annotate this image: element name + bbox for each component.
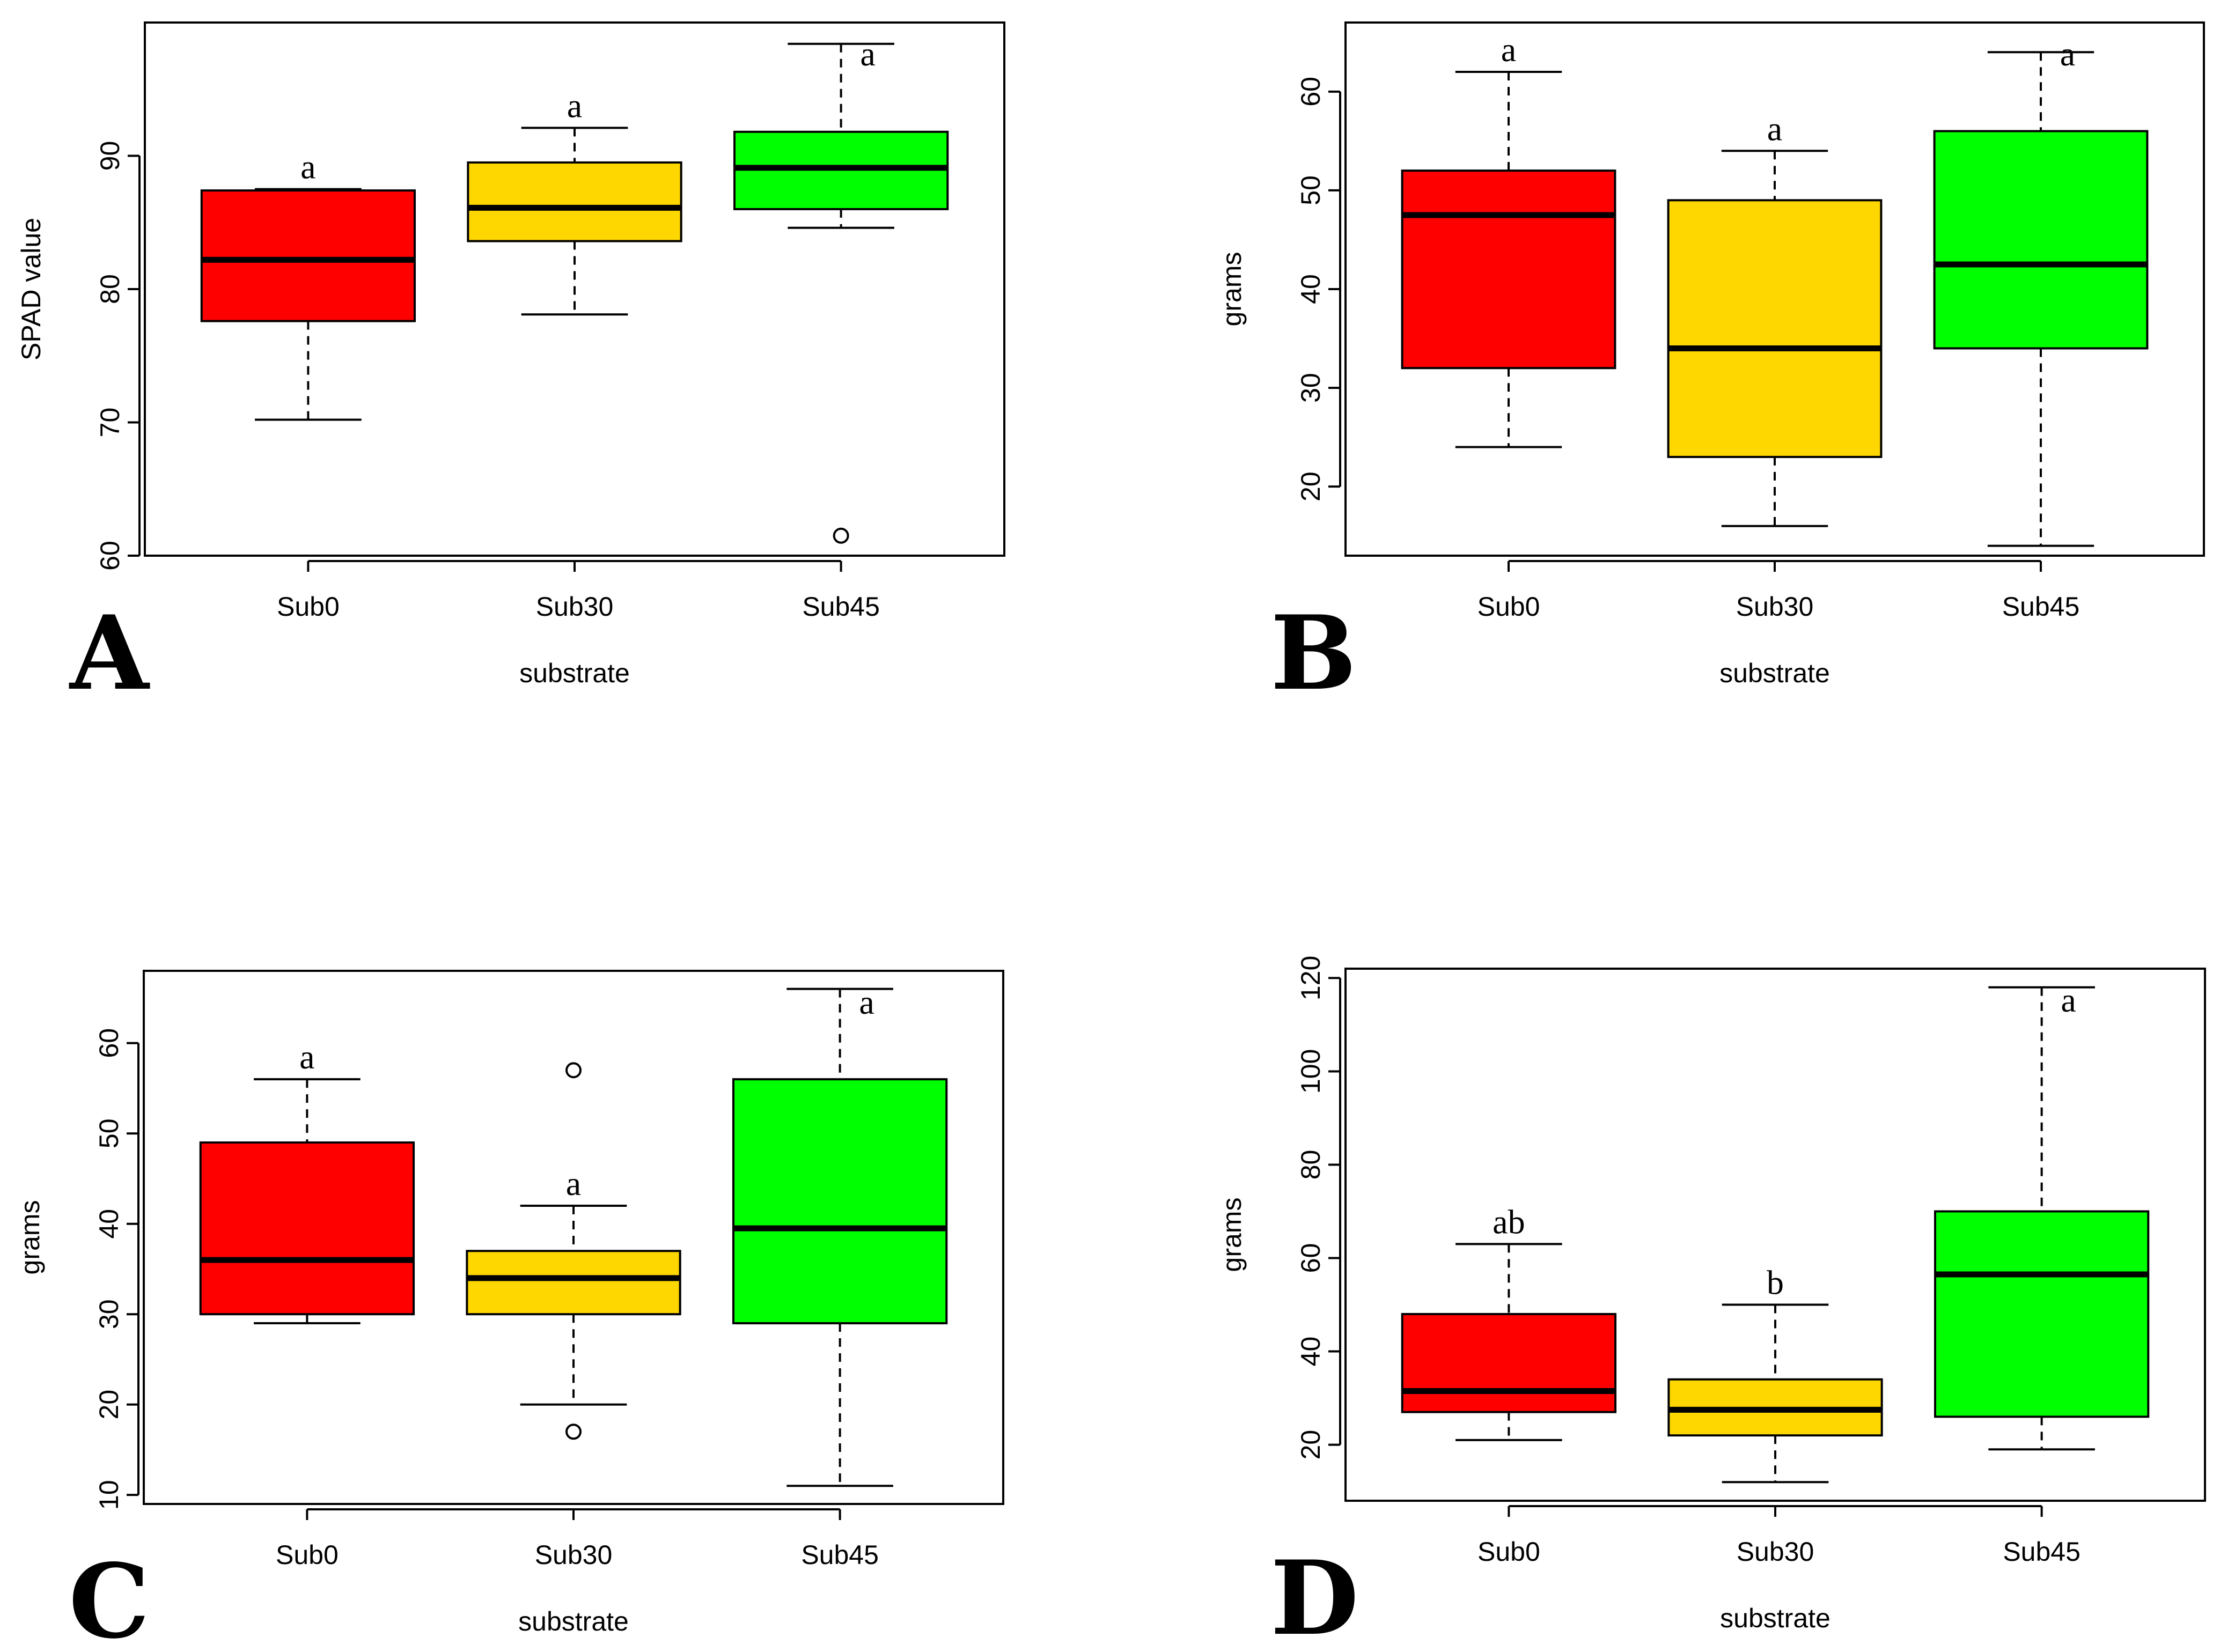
iqr-box	[199, 1141, 415, 1316]
y-tick-label: 100	[1296, 1049, 1326, 1094]
y-tick-label: 60	[95, 541, 125, 571]
x-tick-label: Sub45	[2003, 1537, 2081, 1567]
y-tick-label: 120	[1296, 956, 1326, 1000]
significance-letter: a	[2061, 981, 2076, 1019]
box-Sub0: a	[200, 148, 416, 421]
panel-letter: C	[69, 1542, 150, 1652]
y-axis-title: SPAD value	[16, 218, 46, 360]
y-tick-label: 20	[1296, 471, 1326, 502]
box-Sub0: a	[199, 1038, 415, 1325]
x-tick-label: Sub0	[277, 592, 340, 622]
panel-B: a a a 20 30 40 50 60 Sub0 Sub30 Sub45 substrate gram…	[1217, 21, 2205, 713]
x-tick-label: Sub30	[1737, 1537, 1814, 1567]
outlier-point	[565, 1424, 582, 1440]
significance-letter: a	[859, 983, 874, 1021]
y-axis-title: grams	[1217, 252, 1247, 327]
y-tick-label: 80	[95, 274, 125, 304]
panel-letter: B	[1270, 593, 1357, 713]
significance-letter: a	[300, 148, 315, 186]
box-Sub0: ab	[1401, 1203, 1617, 1441]
plot-frame	[1344, 21, 2205, 557]
box-Sub45: a	[732, 983, 948, 1487]
box-Sub30: a	[466, 1062, 681, 1440]
x-axis-title: substrate	[518, 1606, 629, 1636]
significance-letter: a	[1501, 31, 1516, 69]
x-tick-label: Sub45	[2002, 592, 2080, 622]
plot-frame	[144, 21, 1005, 557]
y-tick-label: 50	[94, 1118, 124, 1148]
significance-letter: a	[2060, 35, 2075, 73]
x-tick-label: Sub30	[535, 1540, 613, 1570]
y-tick-label: 20	[1296, 1430, 1326, 1460]
y-tick-label: 70	[95, 408, 125, 438]
iqr-box	[732, 1078, 948, 1325]
x-tick-label: Sub45	[801, 1540, 879, 1570]
y-axis-title: grams	[15, 1200, 45, 1275]
y-tick-label: 80	[1296, 1150, 1326, 1180]
x-axis-title: substrate	[1719, 658, 1830, 688]
significance-letter: b	[1767, 1264, 1784, 1302]
x-tick-label: Sub0	[1477, 1537, 1540, 1567]
iqr-box	[467, 161, 682, 242]
significance-letter: a	[1767, 109, 1782, 148]
box-Sub45: a	[733, 35, 949, 544]
x-tick-label: Sub30	[1736, 592, 1814, 622]
significance-letter: a	[567, 86, 582, 124]
iqr-box	[1667, 199, 1883, 458]
box-Sub45: a	[1934, 981, 2150, 1451]
panel-C: a a a 10 20 30 40 50 60 Sub0 Sub30 Sub45 substrate gr…	[15, 970, 1004, 1652]
outlier-point	[565, 1062, 582, 1079]
iqr-box	[1933, 130, 2149, 350]
significance-letter: a	[566, 1164, 581, 1203]
y-tick-label: 20	[94, 1390, 124, 1420]
plot-frame	[143, 970, 1004, 1505]
y-tick-label: 30	[94, 1299, 124, 1329]
y-tick-label: 40	[1296, 274, 1326, 304]
x-axis-title: substrate	[519, 658, 630, 688]
x-tick-label: Sub30	[536, 592, 614, 622]
x-tick-label: Sub45	[802, 592, 880, 622]
y-tick-label: 60	[1296, 77, 1326, 107]
iqr-box	[1934, 1210, 2150, 1418]
iqr-box	[466, 1250, 681, 1316]
x-tick-label: Sub0	[276, 1540, 339, 1570]
panel-D: ab b a 20 40 60 80 100 120 Sub0 Sub30 Sub45 substrat…	[1217, 956, 2206, 1652]
box-Sub0: a	[1401, 31, 1616, 448]
panel-letter: D	[1270, 1538, 1359, 1652]
y-axis-title: grams	[1217, 1198, 1247, 1272]
panel-letter: A	[69, 593, 150, 713]
plot-frame	[1344, 968, 2206, 1502]
y-tick-label: 40	[1296, 1337, 1326, 1367]
y-tick-label: 40	[94, 1209, 124, 1239]
y-tick-label: 60	[1296, 1243, 1326, 1273]
iqr-box	[1401, 169, 1616, 370]
significance-letter: a	[299, 1038, 314, 1076]
box-Sub30: b	[1667, 1264, 1883, 1484]
y-tick-label: 30	[1296, 373, 1326, 403]
outlier-point	[833, 527, 849, 544]
box-Sub30: a	[1667, 109, 1883, 527]
iqr-box	[1401, 1312, 1617, 1413]
box-Sub30: a	[467, 86, 682, 316]
significance-letter: a	[860, 35, 875, 73]
x-tick-label: Sub0	[1477, 592, 1540, 622]
x-axis-title: substrate	[1720, 1603, 1831, 1633]
panel-A: a a a 60 70 80 90 Sub0 Sub30 Sub45 substrate SPAD v…	[16, 21, 1005, 713]
iqr-box	[200, 189, 416, 322]
y-tick-label: 10	[94, 1480, 124, 1510]
y-tick-label: 90	[95, 141, 125, 171]
y-tick-label: 50	[1296, 175, 1326, 205]
significance-letter: ab	[1493, 1203, 1525, 1241]
box-Sub45: a	[1933, 35, 2149, 547]
y-tick-label: 60	[94, 1028, 124, 1058]
